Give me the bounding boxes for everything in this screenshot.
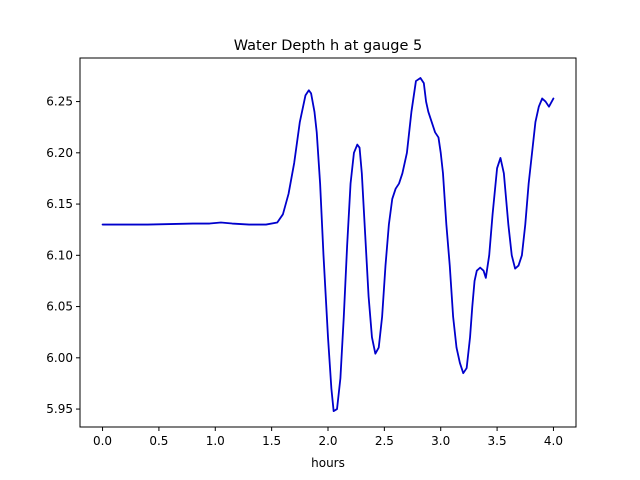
plot-area — [101, 77, 555, 413]
y-tick-label: 6.00 — [46, 351, 73, 365]
x-axis: 0.0 0.5 1.0 1.5 2.0 2.5 3.0 3.5 4.0 — [93, 427, 563, 448]
y-tick-label: 6.25 — [46, 95, 73, 109]
series-line — [101, 77, 555, 413]
chart-title: Water Depth h at gauge 5 — [234, 38, 422, 54]
y-tick-label: 6.15 — [46, 197, 73, 211]
y-axis: 5.95 6.00 6.05 6.10 6.15 6.20 6.25 — [46, 95, 80, 416]
x-axis-label: hours — [311, 456, 345, 470]
x-tick-label: 4.0 — [544, 434, 563, 448]
y-tick-label: 6.20 — [46, 146, 73, 160]
y-tick-label: 6.10 — [46, 248, 73, 262]
x-tick-label: 3.0 — [431, 434, 450, 448]
x-tick-label: 2.0 — [318, 434, 337, 448]
x-tick-label: 0.5 — [149, 434, 168, 448]
x-tick-label: 1.5 — [262, 434, 281, 448]
axes-frame — [79, 57, 577, 428]
x-tick-label: 1.0 — [206, 434, 225, 448]
x-tick-label: 2.5 — [375, 434, 394, 448]
x-tick-label: 3.5 — [488, 434, 507, 448]
x-tick-label: 0.0 — [93, 434, 112, 448]
y-tick-label: 6.05 — [46, 300, 73, 314]
y-tick-label: 5.95 — [46, 402, 73, 416]
